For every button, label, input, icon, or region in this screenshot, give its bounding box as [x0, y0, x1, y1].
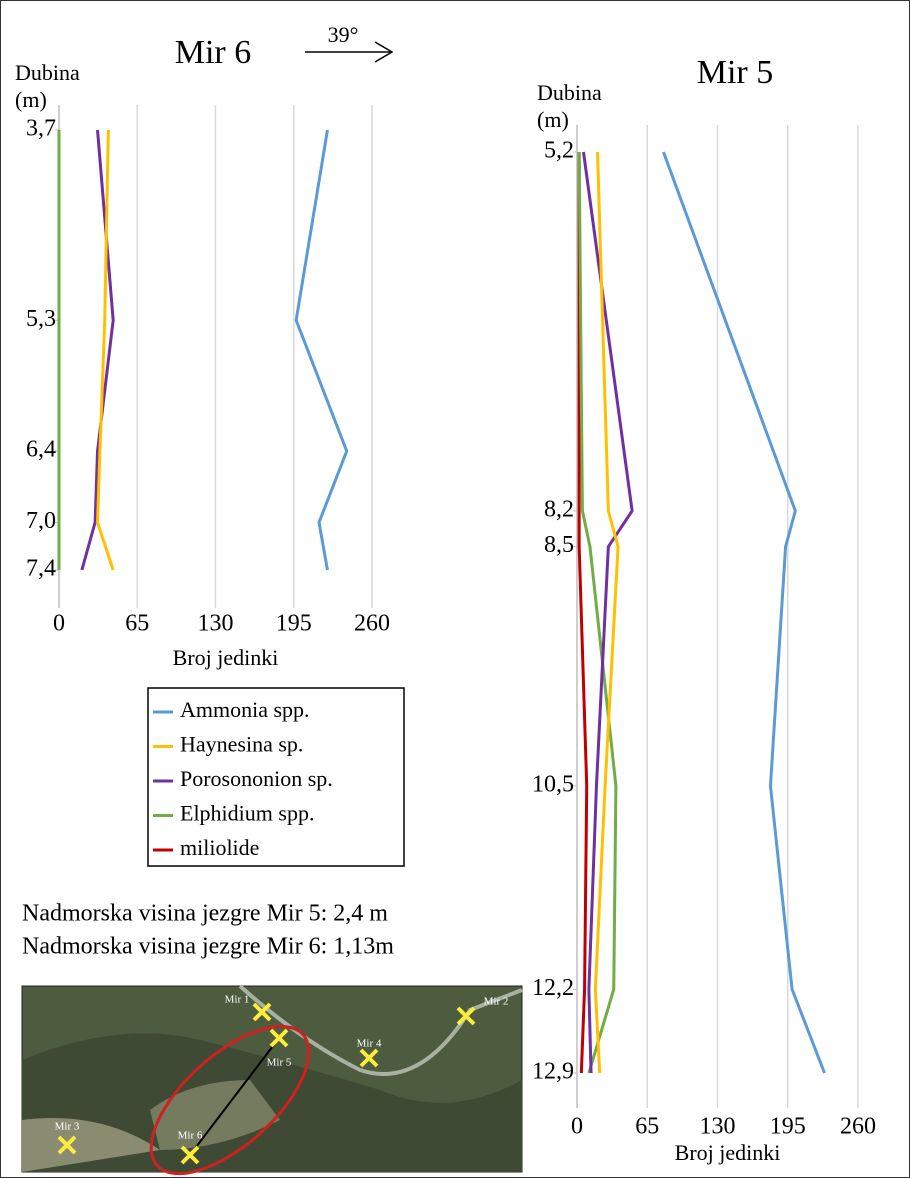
note: Nadmorska visina jezgre Mir 5: 2,4 m	[22, 901, 388, 927]
map-label: Mir 2	[484, 996, 509, 1008]
y-tick-label: 7,0	[26, 508, 56, 534]
x-tick-label: 65	[125, 611, 149, 637]
x-tick-label: 130	[700, 1114, 736, 1140]
figure: 39° Nadmorska visina jezgre Mir 5: 2,4 m…	[0, 0, 910, 1178]
x-tick-label: 195	[276, 611, 312, 637]
y-tick-label: 7,4	[26, 556, 56, 582]
y-tick-label: 3,7	[26, 116, 56, 142]
y-tick-label: 10,5	[532, 771, 574, 797]
series-line	[296, 130, 347, 570]
legend-label: Haynesina sp.	[180, 732, 303, 757]
y-axis-label: (m)	[15, 87, 47, 112]
x-tick-label: 0	[53, 611, 65, 637]
map-label: Mir 6	[178, 1130, 203, 1142]
y-axis-label: Dubina	[537, 80, 602, 105]
x-tick-label: 130	[198, 611, 234, 637]
x-axis-label: Broj jedinki	[173, 645, 279, 670]
map-label: Mir 1	[225, 994, 250, 1006]
y-axis-label: (m)	[537, 107, 569, 132]
legend-label: Elphidium spp.	[180, 801, 314, 826]
x-tick-label: 195	[770, 1114, 806, 1140]
y-axis-label: Dubina	[15, 60, 80, 85]
y-tick-label: 12,2	[532, 975, 574, 1001]
y-tick-label: 8,5	[544, 532, 574, 558]
y-tick-label: 12,9	[532, 1059, 574, 1085]
x-tick-label: 260	[354, 611, 390, 637]
y-tick-label: 8,2	[544, 496, 574, 522]
note: Nadmorska visina jezgre Mir 6: 1,13m	[22, 934, 394, 960]
chart-title: Mir 6	[175, 34, 252, 71]
x-tick-label: 0	[571, 1114, 583, 1140]
map: Mir 1 Mir 2 Mir 3 Mir 4 Mir 5 Mir 6	[22, 986, 522, 1178]
map-label: Mir 3	[55, 1121, 80, 1133]
legend-label: Porosononion sp.	[180, 766, 333, 791]
legend-label: Ammonia spp.	[180, 697, 310, 722]
direction-label: 39°	[328, 22, 359, 47]
series-line	[663, 152, 824, 1073]
x-tick-label: 65	[635, 1114, 659, 1140]
y-tick-label: 5,2	[544, 138, 574, 164]
map-label: Mir 4	[357, 1038, 382, 1050]
map-label: Mir 5	[267, 1057, 292, 1069]
x-tick-label: 260	[840, 1114, 876, 1140]
y-tick-label: 5,3	[26, 306, 56, 332]
series-line	[583, 152, 632, 1073]
y-tick-label: 6,4	[26, 437, 56, 463]
legend-label: miliolide	[180, 835, 259, 860]
chart-title: Mir 5	[697, 54, 774, 91]
x-axis-label: Broj jedinki	[675, 1140, 781, 1165]
